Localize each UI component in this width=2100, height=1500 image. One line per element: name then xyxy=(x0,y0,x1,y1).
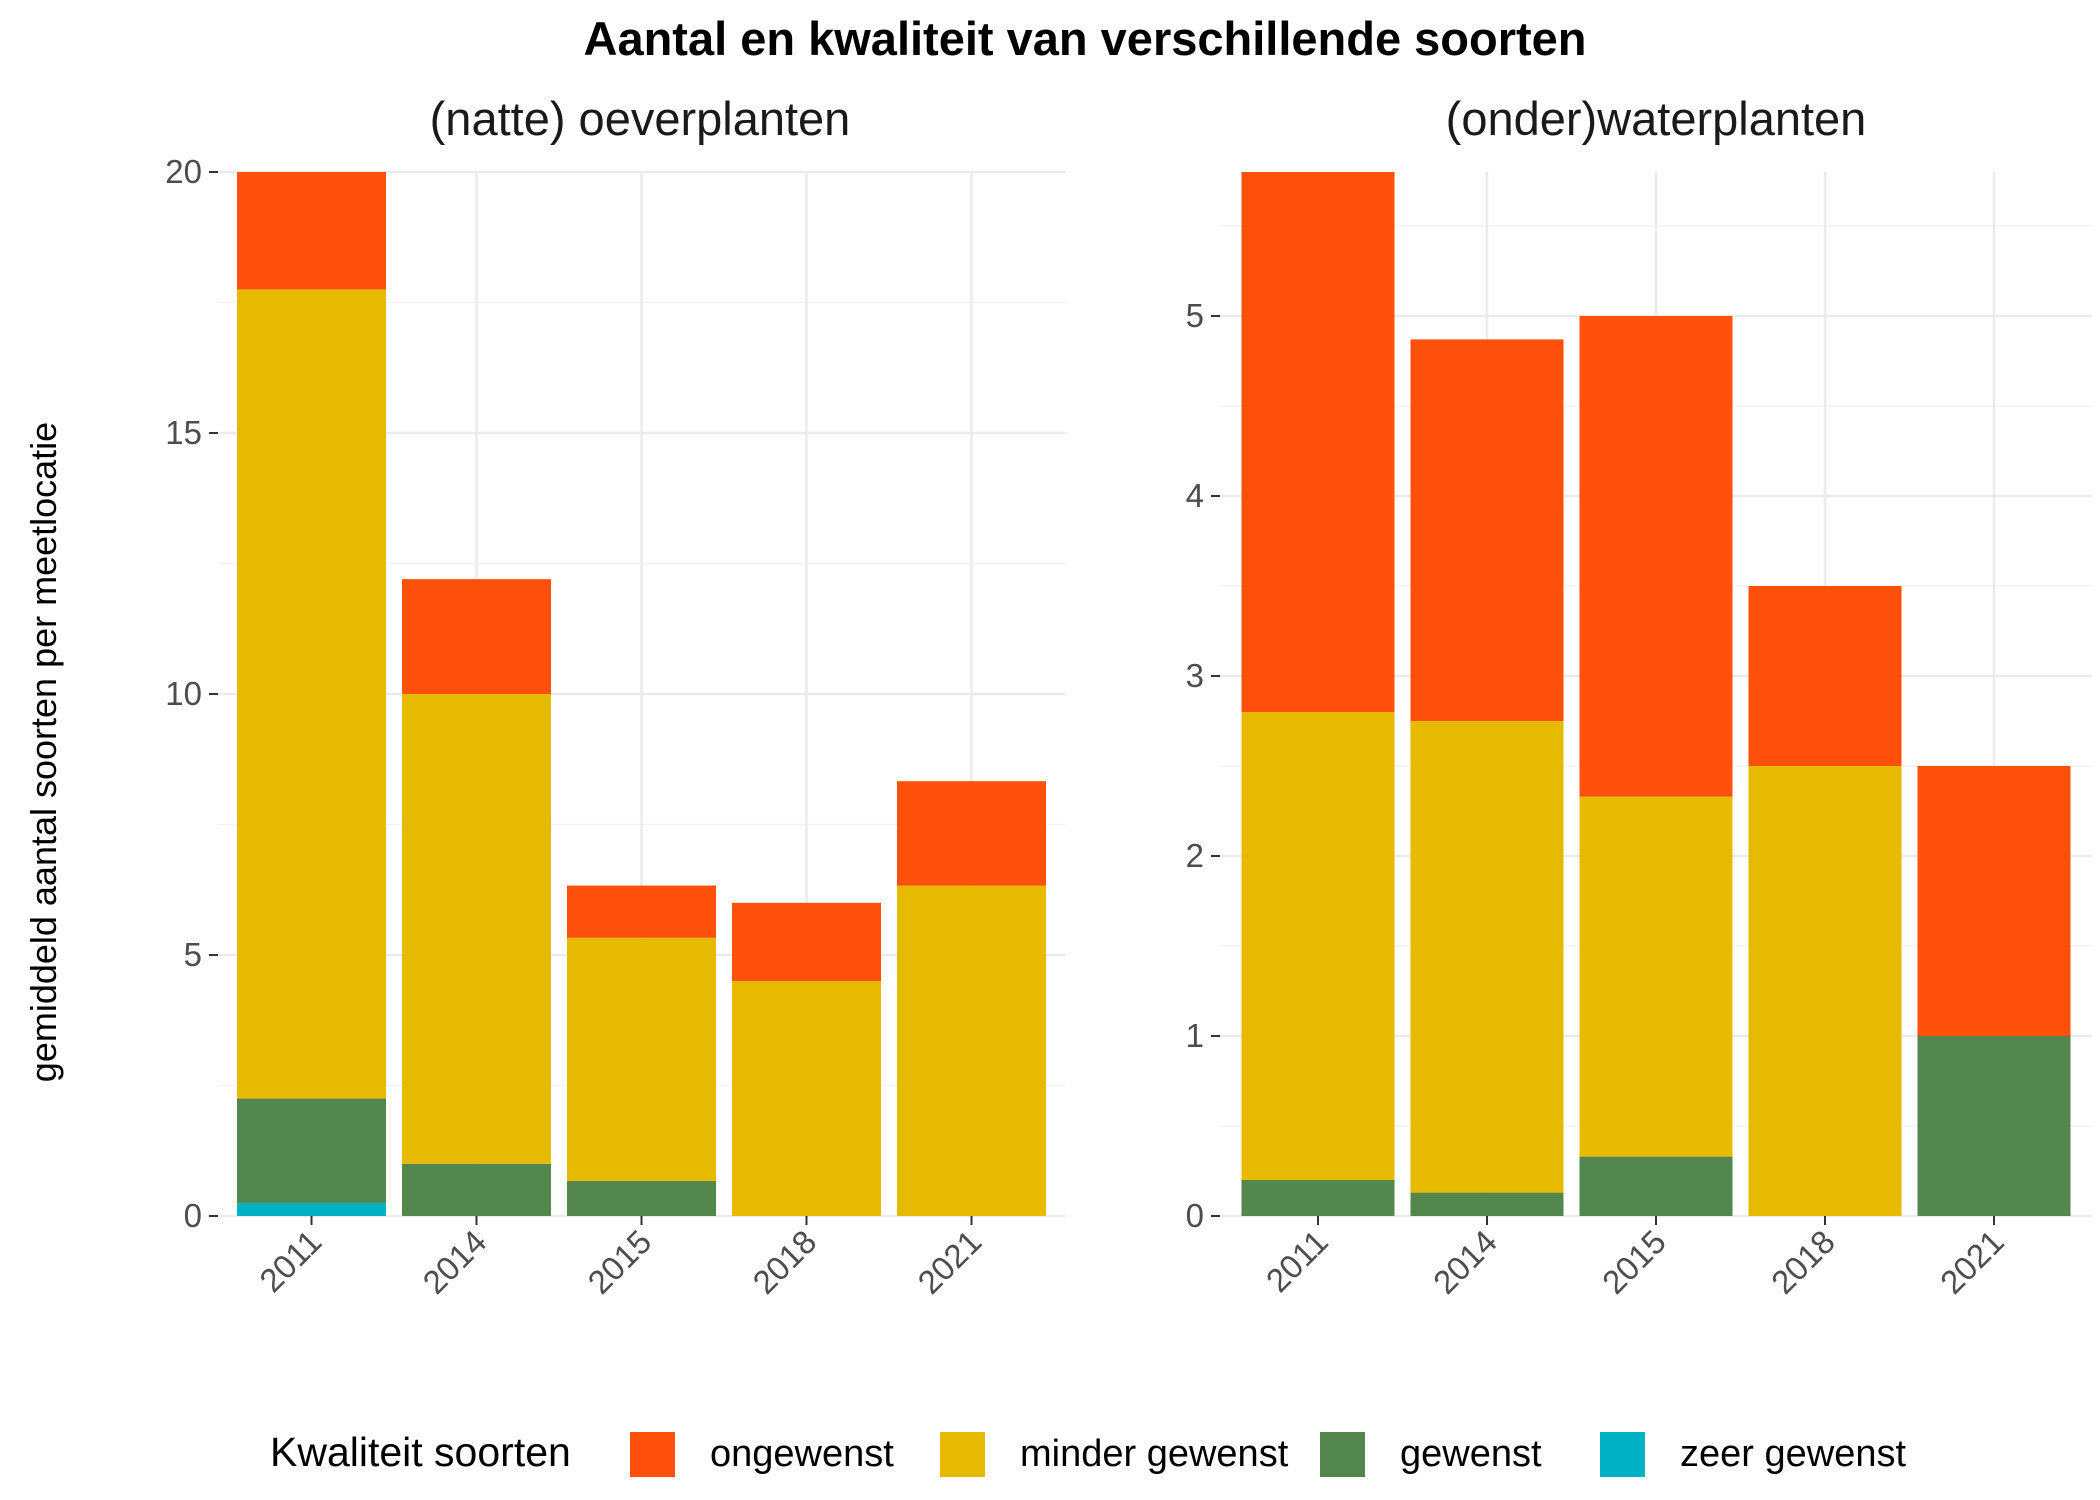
plot-panels: 0 5 10 15 20 2011 2014 2015 2018 2021 0 1 2 3 4 5 2011 20… xyxy=(165,153,2092,1301)
y-tick-label: 2 xyxy=(1186,837,1204,874)
x-tick-label: 2021 xyxy=(910,1223,988,1301)
bar-segment-ongewenst-2015 xyxy=(567,885,716,938)
y-tick-label: 3 xyxy=(1186,657,1204,694)
x-tick-label: 2015 xyxy=(580,1223,658,1301)
bar-segment-ongewenst-2014 xyxy=(402,579,551,694)
y-tick-label: 0 xyxy=(184,1197,202,1234)
bar-segment-ongewenst-2021 xyxy=(1917,766,2071,1036)
bar-segment-zeer-gewenst-2011 xyxy=(237,1202,386,1216)
bar-segment-ongewenst-2018 xyxy=(732,902,881,982)
legend-label: minder gewenst xyxy=(1020,1433,1289,1475)
bar-segment-minder-gewenst-2021 xyxy=(897,885,1046,1216)
legend-key-minder-gewenst xyxy=(940,1432,985,1477)
bar-segment-minder-gewenst-2011 xyxy=(237,289,386,1099)
panel-1-title: (natte) oeverplanten xyxy=(430,92,851,145)
bar-segment-minder-gewenst-2011 xyxy=(1241,712,1395,1180)
y-tick-label: 5 xyxy=(184,936,202,973)
x-tick-label: 2018 xyxy=(745,1223,823,1301)
bar-segment-ongewenst-2018 xyxy=(1748,586,1902,766)
bar-segment-gewenst-2015 xyxy=(1579,1156,1733,1216)
y-tick-label: 20 xyxy=(165,153,202,190)
x-tick-label: 2018 xyxy=(1764,1223,1842,1301)
panel-1: 0 5 10 15 20 2011 2014 2015 2018 2021 xyxy=(165,153,1065,1301)
bar-segment-gewenst-2014 xyxy=(1410,1192,1564,1216)
bar-segment-ongewenst-2021 xyxy=(897,781,1046,886)
bar-segment-minder-gewenst-2015 xyxy=(1579,796,1733,1157)
x-tick-label: 2014 xyxy=(1426,1223,1504,1301)
legend: Kwaliteit soorten ongewenst minder gewens… xyxy=(270,1429,1906,1477)
x-tick-label: 2011 xyxy=(252,1223,328,1299)
bar-segment-minder-gewenst-2014 xyxy=(402,694,551,1164)
y-tick-label: 10 xyxy=(165,675,202,712)
y-tick-label: 5 xyxy=(1186,297,1204,334)
legend-label: gewenst xyxy=(1400,1433,1542,1475)
chart-title: Aantal en kwaliteit van verschillende so… xyxy=(584,12,1587,65)
bar-segment-gewenst-2011 xyxy=(1241,1180,1395,1216)
y-tick-label: 4 xyxy=(1186,477,1204,514)
bar-segment-minder-gewenst-2014 xyxy=(1410,721,1564,1193)
legend-label: ongewenst xyxy=(710,1433,894,1475)
y-axis-label: gemiddeld aantal soorten per meetlocatie xyxy=(23,422,64,1082)
bar-segment-ongewenst-2014 xyxy=(1410,339,1564,721)
y-tick-label: 0 xyxy=(1186,1197,1204,1234)
bar-segment-ongewenst-2011 xyxy=(237,172,386,290)
bar-segment-gewenst-2021 xyxy=(1917,1036,2071,1216)
y-tick-label: 15 xyxy=(165,414,202,451)
x-tick-label: 2014 xyxy=(415,1223,493,1301)
legend-key-zeer-gewenst xyxy=(1600,1432,1645,1477)
bar-segment-gewenst-2014 xyxy=(402,1163,551,1216)
bar-segment-minder-gewenst-2018 xyxy=(732,981,881,1216)
legend-key-ongewenst xyxy=(630,1432,675,1477)
legend-key-gewenst xyxy=(1320,1432,1365,1477)
x-tick-label: 2011 xyxy=(1259,1223,1335,1299)
panel-2: 0 1 2 3 4 5 2011 2014 2015 2018 2021 xyxy=(1186,172,2092,1301)
legend-label: zeer gewenst xyxy=(1680,1433,1906,1475)
bar-segment-ongewenst-2015 xyxy=(1579,316,1733,797)
x-tick-label: 2015 xyxy=(1595,1223,1673,1301)
x-tick-label: 2021 xyxy=(1933,1223,2011,1301)
legend-title: Kwaliteit soorten xyxy=(270,1429,571,1475)
bar-segment-gewenst-2011 xyxy=(237,1098,386,1203)
bar-segment-ongewenst-2011 xyxy=(1241,172,1395,712)
bar-segment-gewenst-2015 xyxy=(567,1181,716,1216)
panel-2-title: (onder)waterplanten xyxy=(1446,92,1867,145)
bar-segment-minder-gewenst-2018 xyxy=(1748,766,1902,1216)
bar-segment-minder-gewenst-2015 xyxy=(567,937,716,1182)
y-tick-label: 1 xyxy=(1186,1017,1204,1054)
